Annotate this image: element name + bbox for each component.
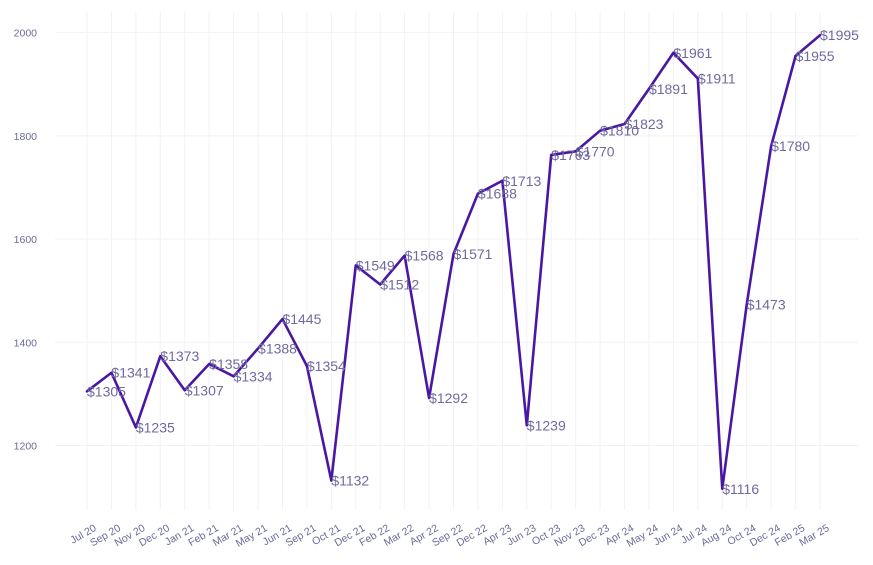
data-label: $1235 [136, 419, 175, 435]
data-label: $1473 [747, 297, 786, 313]
y-tick-label: 2000 [14, 28, 38, 40]
data-label: $1358 [209, 356, 248, 372]
data-label: $1292 [429, 390, 468, 406]
data-label: $1116 [722, 481, 759, 497]
data-label: $1512 [380, 276, 419, 292]
data-labels: $1305 $1341 $1235 $1373 $1307 $1358$1334 $1388… [87, 27, 859, 497]
data-label: $1239 [527, 417, 566, 433]
data-label: $1388 [258, 340, 297, 356]
y-tick-label: 1600 [14, 234, 38, 246]
data-label: $1305 [87, 383, 126, 399]
data-label: $1688 [478, 186, 517, 202]
horizontal-gridlines [55, 32, 858, 446]
data-label: $1354 [307, 358, 346, 374]
data-label: $1911 [698, 71, 736, 87]
data-label: $1571 [454, 246, 493, 262]
series-group [85, 33, 822, 491]
data-label: $1549 [356, 257, 395, 273]
data-label: $1341 [111, 365, 150, 381]
data-label: $1810 [600, 123, 639, 139]
data-label: $1995 [820, 27, 859, 43]
series-line [85, 33, 822, 491]
data-label: $1445 [282, 311, 321, 327]
data-label: $1713 [502, 173, 541, 189]
data-label: $1763 [551, 147, 590, 163]
data-label: $1823 [625, 116, 664, 132]
data-label: $1132 [331, 473, 369, 489]
data-label: $1307 [185, 382, 224, 398]
data-label: $1334 [234, 368, 273, 384]
y-tick-label: 1400 [14, 337, 38, 349]
data-label: $1373 [160, 348, 199, 364]
y-tick-label: 1800 [14, 131, 38, 143]
data-label: $1955 [796, 48, 835, 64]
data-label: $1568 [405, 248, 444, 264]
y-tick-label: 1200 [14, 440, 38, 452]
data-label: $1780 [771, 138, 810, 154]
data-label: $1770 [576, 143, 615, 159]
data-label: $1891 [649, 81, 688, 97]
data-label: $1961 [673, 45, 712, 61]
y-axis: 1200 1400 1600 1800 2000 [14, 28, 38, 453]
